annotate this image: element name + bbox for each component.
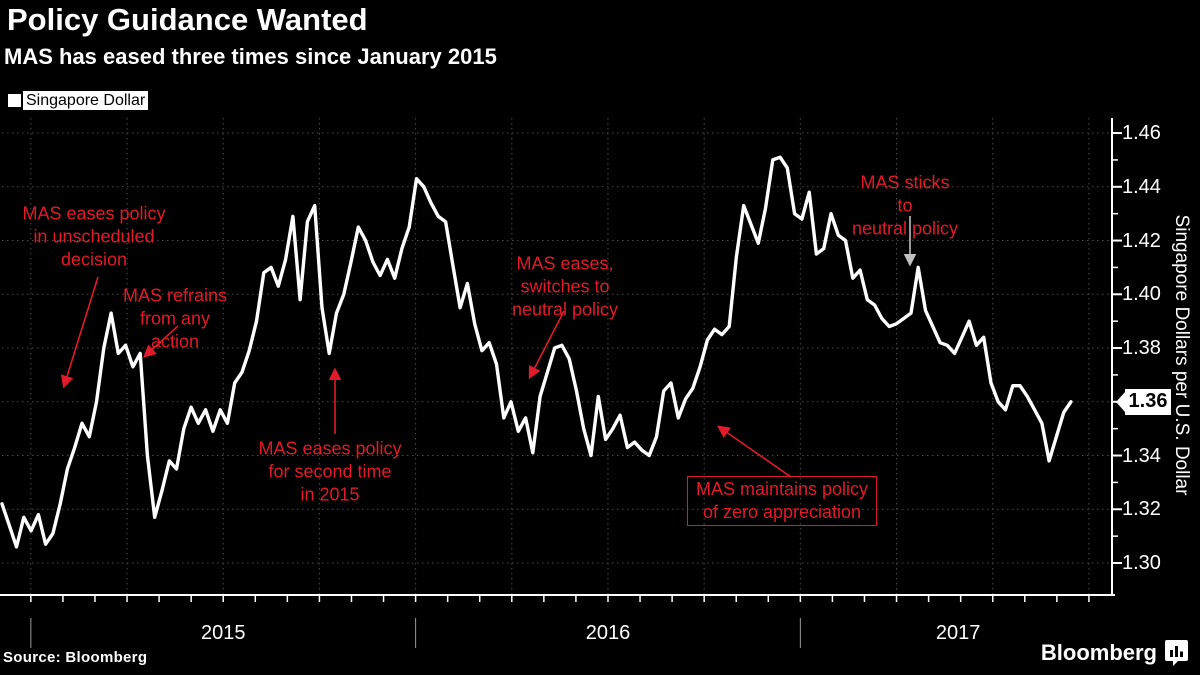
annotation: MAS eases policy for second time in 2015: [258, 438, 402, 505]
chart-subtitle: MAS has eased three times since January …: [4, 44, 497, 69]
annotation-arrows: [60, 216, 917, 478]
annotation: MAS refrains from any action: [122, 285, 228, 352]
singapore-dollar-line: [0, 155, 1073, 549]
annotation: MAS eases, switches to neutral policy: [511, 253, 619, 320]
y-tick-label: 1.40: [1122, 283, 1161, 306]
y-tick-label: 1.46: [1122, 122, 1161, 145]
legend-swatch-icon: [8, 94, 21, 107]
y-axis-title: Singapore Dollars per U.S. Dollar: [1171, 214, 1192, 496]
y-tick-label: 1.34: [1122, 444, 1161, 467]
y-tick-label: 1.42: [1122, 229, 1161, 252]
x-year-label: 2016: [585, 622, 631, 644]
axes: [0, 118, 1122, 648]
chart-title: Policy Guidance Wanted: [7, 2, 368, 37]
y-tick-label: 1.44: [1122, 175, 1161, 198]
y-tick-label: 1.38: [1122, 337, 1161, 360]
x-year-label: 2015: [200, 622, 246, 644]
annotation: MAS maintains policy of zero appreciatio…: [686, 475, 878, 527]
annotation-arrow: [716, 425, 792, 478]
y-tick-label: 1.30: [1122, 552, 1161, 575]
bloomberg-logo: Bloomberg: [1041, 640, 1188, 666]
source-label: Source: Bloomberg: [3, 649, 148, 666]
last-price-badge: 1.36: [1116, 388, 1171, 415]
y-tick-label: 1.32: [1122, 498, 1161, 521]
annotation: MAS sticks to neutral policy: [851, 172, 959, 239]
bloomberg-logo-text: Bloomberg: [1040, 640, 1157, 665]
legend: Singapore Dollar: [8, 91, 149, 110]
annotation-arrow: [528, 310, 565, 380]
legend-label: Singapore Dollar: [23, 91, 149, 110]
annotation: MAS eases policy in unscheduled decision: [22, 203, 166, 270]
annotation-arrow: [60, 276, 99, 389]
x-year-label: 2017: [935, 622, 981, 644]
gridlines: [2, 118, 1112, 595]
bloomberg-chart-icon: [1165, 640, 1188, 666]
price-line: [0, 155, 1073, 549]
annotation-arrow: [143, 325, 179, 358]
